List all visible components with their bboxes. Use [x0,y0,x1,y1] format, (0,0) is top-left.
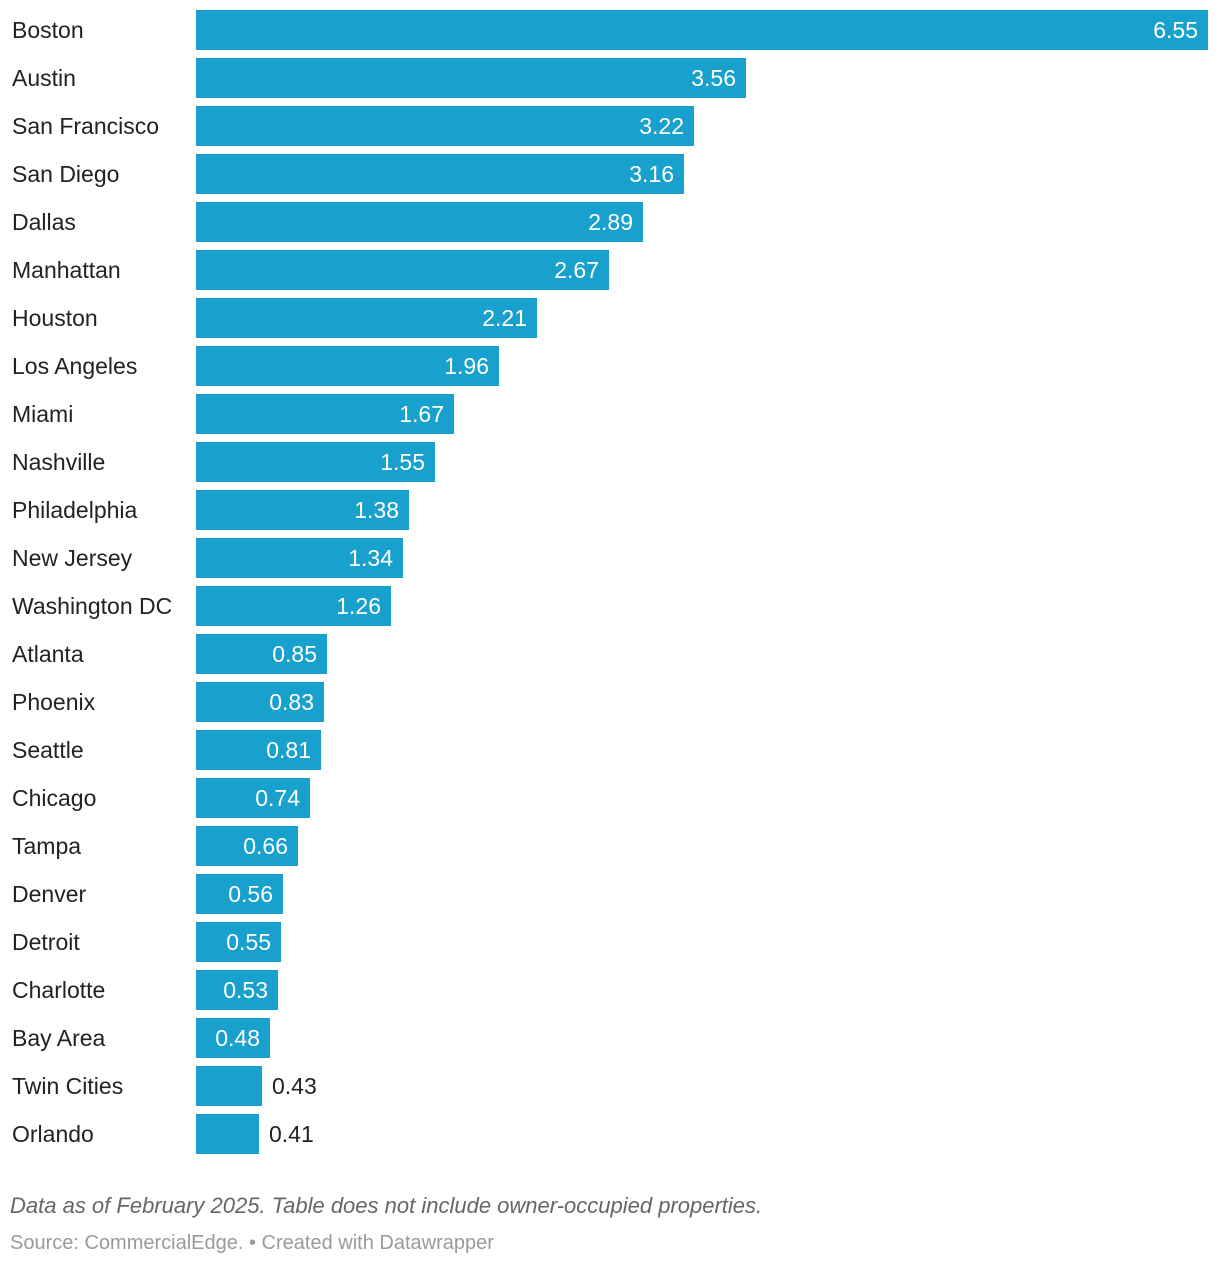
category-label: Houston [12,305,98,331]
bar [196,970,278,1010]
category-label: Miami [12,401,74,427]
value-label: 0.55 [226,929,271,955]
value-label: 3.56 [691,65,736,91]
category-label: Detroit [12,929,80,955]
bar [196,10,1208,50]
value-label: 0.56 [228,881,273,907]
category-label: Washington DC [12,593,173,619]
value-label: 0.41 [269,1121,314,1147]
category-label: Nashville [12,449,106,475]
bar [196,106,694,146]
value-label: 2.67 [554,257,599,283]
bar [196,250,609,290]
bar [196,298,537,338]
chart-notes: Data as of February 2025. Table does not… [10,1193,763,1218]
value-label: 1.55 [380,449,425,475]
value-label: 0.53 [223,977,268,1003]
category-label: Boston [12,17,84,43]
value-label: 1.38 [354,497,399,523]
category-label: Manhattan [12,257,121,283]
bar [196,538,403,578]
bar [196,1114,259,1154]
value-label: 0.83 [269,689,314,715]
bar [196,154,684,194]
category-label: New Jersey [12,545,133,571]
bar [196,490,409,530]
category-label: Austin [12,65,76,91]
bar [196,346,499,386]
category-label: Atlanta [12,641,84,667]
value-label: 1.67 [399,401,444,427]
category-label: Twin Cities [12,1073,124,1099]
bar [196,730,321,770]
bar [196,442,435,482]
bar [196,202,643,242]
value-label: 3.22 [639,113,684,139]
category-label: Phoenix [12,689,96,715]
value-label: 2.89 [588,209,633,235]
bar [196,874,283,914]
value-label: 6.55 [1153,17,1198,43]
value-label: 1.26 [336,593,381,619]
category-label: Los Angeles [12,353,138,379]
bar-chart: Boston 6.55 Austin 3.56 San Francisco 3.22 San… [12,10,1208,1154]
value-label: 0.74 [255,785,300,811]
value-label: 3.16 [629,161,674,187]
value-label: 1.34 [348,545,393,571]
bar [196,586,391,626]
bar [196,1018,270,1058]
value-label: 0.85 [272,641,317,667]
bar [196,826,298,866]
bar [196,58,746,98]
category-label: San Diego [12,161,120,187]
category-label: San Francisco [12,113,160,139]
value-label: 0.43 [272,1073,317,1099]
category-label: Chicago [12,785,97,811]
category-label: Philadelphia [12,497,138,523]
value-label: 0.48 [215,1025,260,1051]
category-label: Tampa [12,833,82,859]
category-label: Dallas [12,209,76,235]
bar [196,778,310,818]
value-label: 0.66 [243,833,288,859]
bar [196,634,327,674]
category-label: Orlando [12,1121,94,1147]
chart-source: Source: CommercialEdge. • Created with D… [10,1232,494,1254]
value-label: 2.21 [482,305,527,331]
category-label: Bay Area [12,1025,106,1051]
value-label: 1.96 [444,353,489,379]
bar [196,394,454,434]
category-label: Seattle [12,737,84,763]
bar [196,922,281,962]
value-label: 0.81 [266,737,311,763]
bar [196,1066,262,1106]
category-label: Denver [12,881,87,907]
bar [196,682,324,722]
category-label: Charlotte [12,977,106,1003]
